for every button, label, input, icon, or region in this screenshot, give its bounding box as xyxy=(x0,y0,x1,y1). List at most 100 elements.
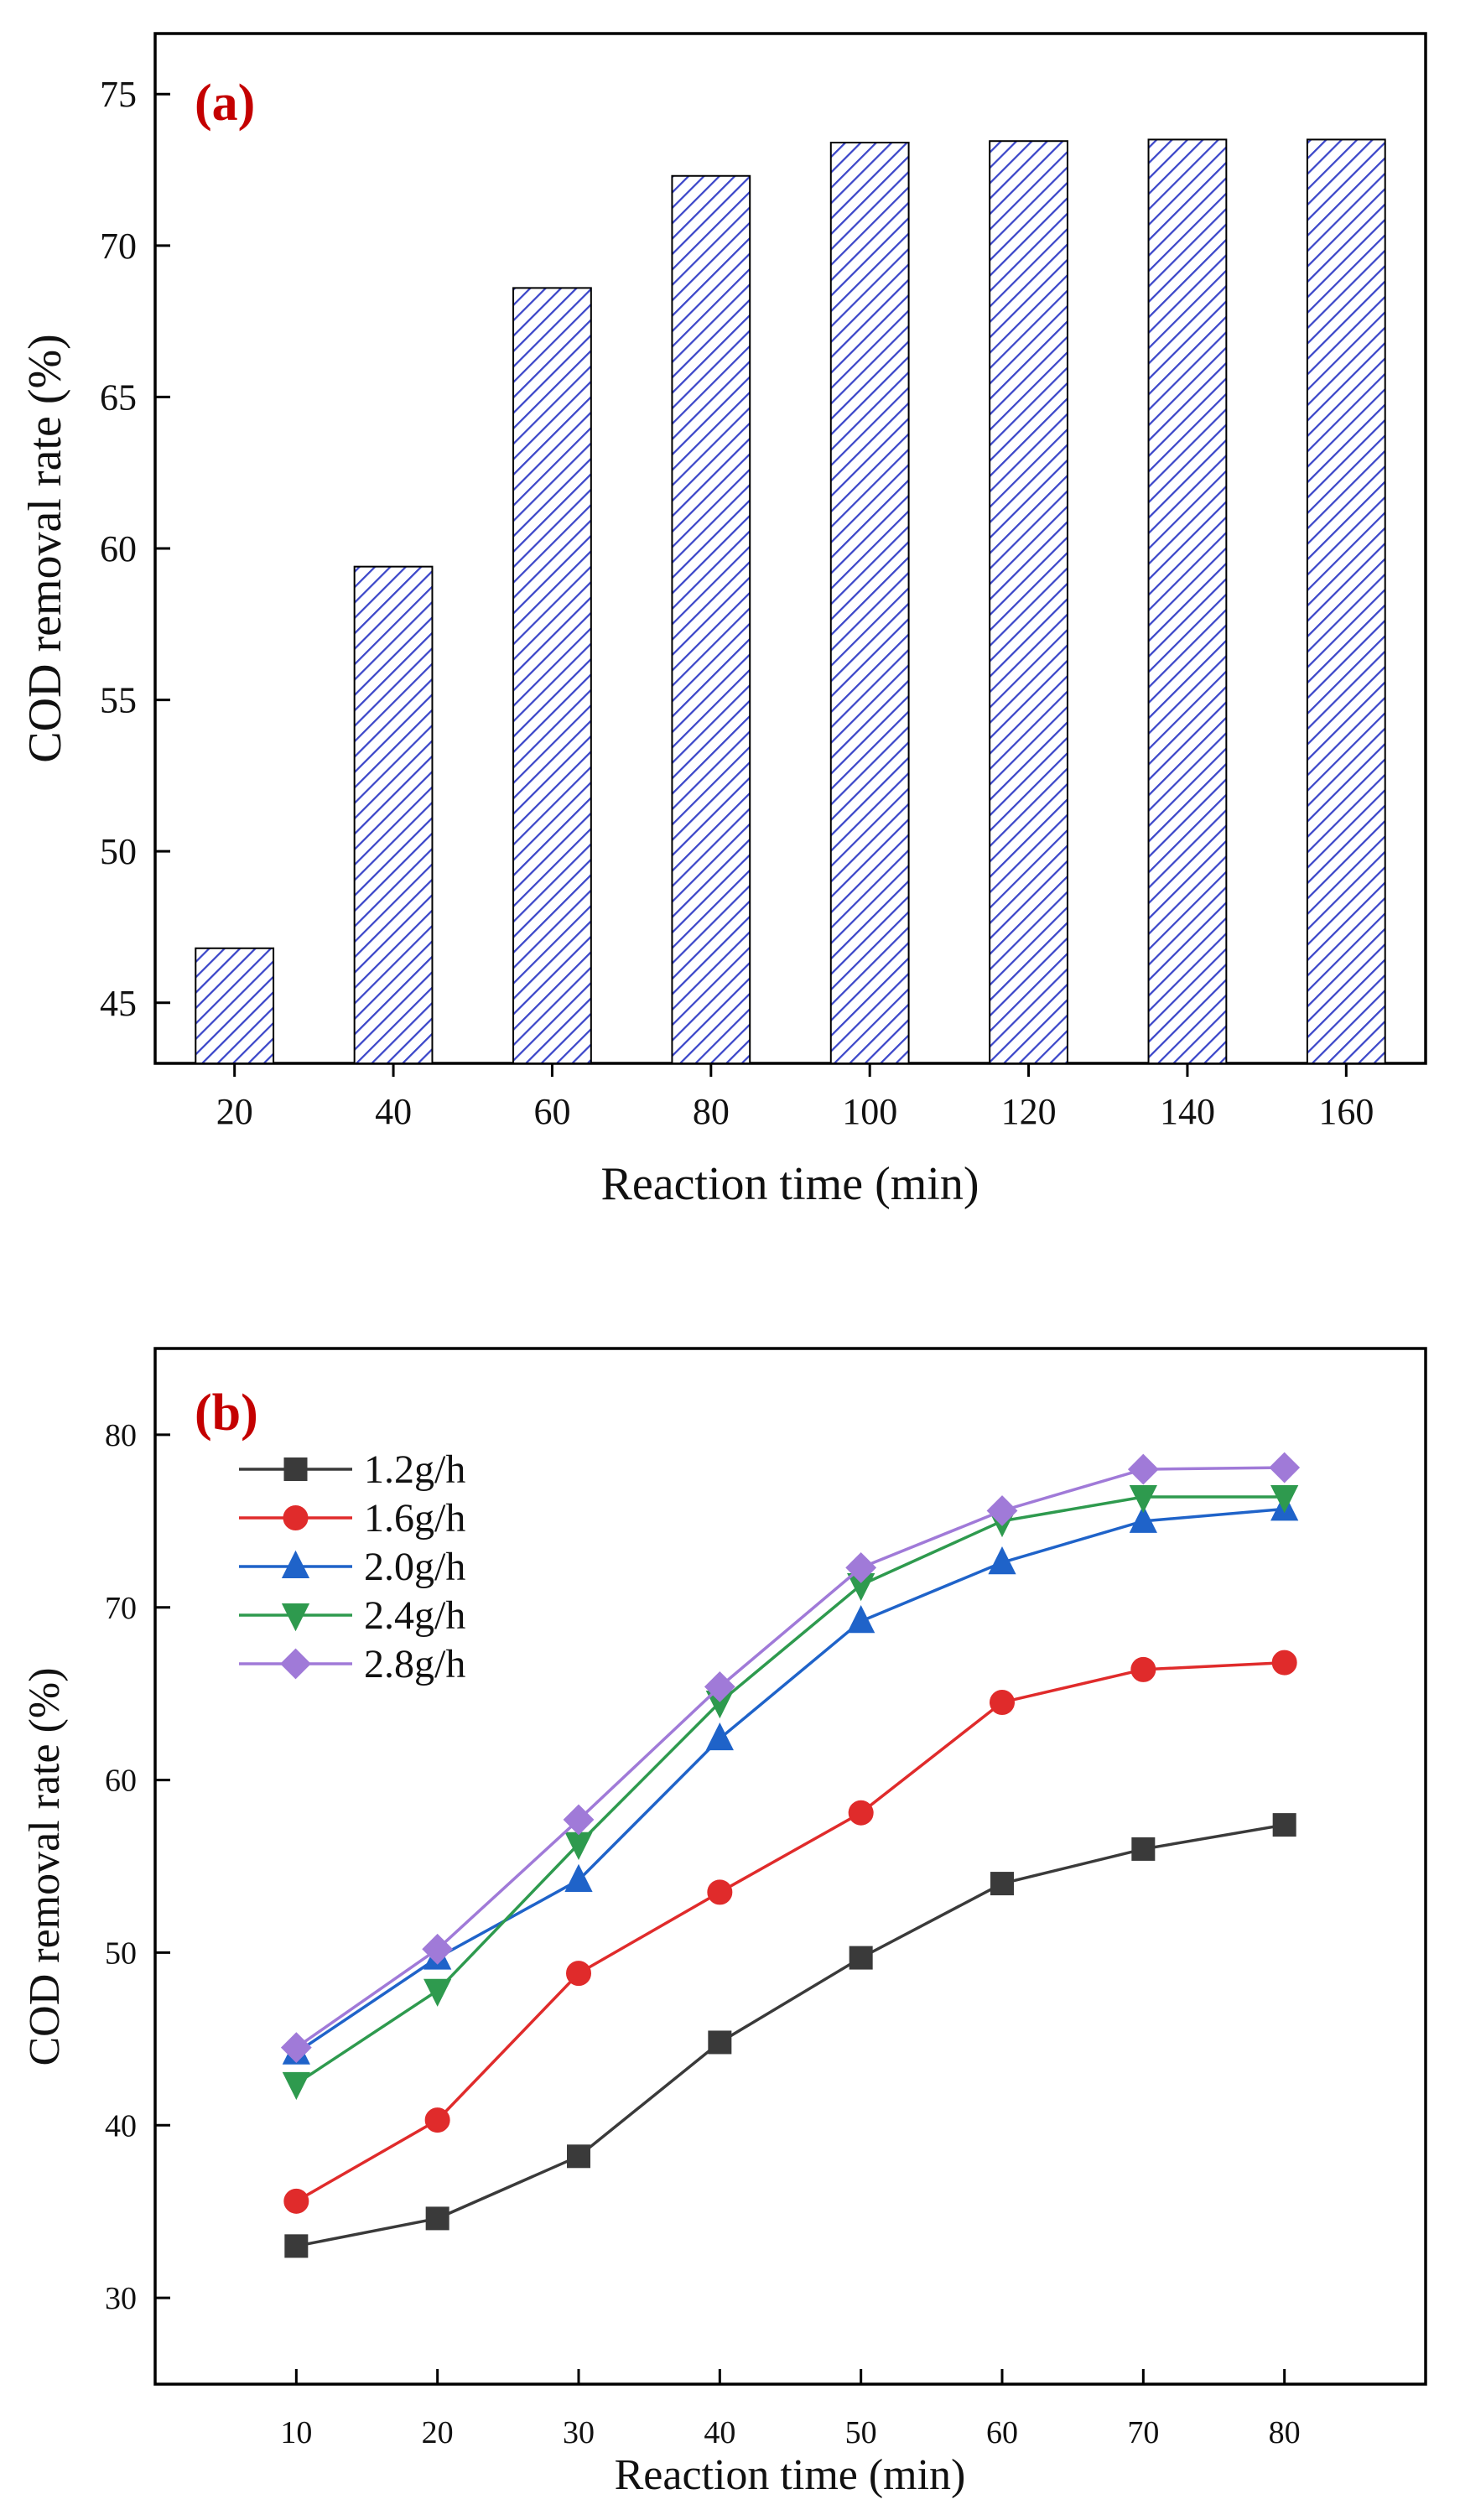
x-tick-label: 80 xyxy=(1269,2415,1301,2450)
legend-label: 1.2g/h xyxy=(364,1447,465,1492)
legend-item: 1.2g/h xyxy=(239,1447,465,1492)
x-axis-ticks: 10 20 30 40 50 60 70 80 xyxy=(280,2369,1301,2450)
x-tick-label: 60 xyxy=(986,2415,1018,2450)
y-tick-label: 60 xyxy=(100,528,137,569)
data-point xyxy=(423,1978,452,2007)
panel-label: (b) xyxy=(195,1385,258,1442)
bar-20 xyxy=(195,947,275,1064)
legend-marker xyxy=(283,1457,308,1481)
data-point xyxy=(988,1546,1016,1575)
x-tick-label: 60 xyxy=(533,1091,570,1132)
y-axis-ticks: 30 40 50 60 70 80 xyxy=(105,1418,170,2316)
x-tick-label: 20 xyxy=(422,2415,454,2450)
x-tick-label: 160 xyxy=(1318,1091,1374,1132)
y-tick-label: 50 xyxy=(105,1935,137,1971)
legend-label: 1.6g/h xyxy=(364,1496,465,1541)
y-axis-ticks: 45 50 55 60 65 70 75 xyxy=(100,74,170,1024)
y-tick-label: 45 xyxy=(100,983,137,1024)
data-point xyxy=(708,2030,732,2055)
data-point xyxy=(282,2071,310,2101)
legend-label: 2.4g/h xyxy=(364,1593,465,1638)
series-1.2g/h xyxy=(284,1813,1296,2258)
x-tick-label: 70 xyxy=(1127,2415,1159,2450)
series-2.8g/h xyxy=(280,1452,1301,2064)
y-tick-label: 70 xyxy=(100,226,137,267)
legend-marker xyxy=(280,1648,311,1680)
legend-label: 2.0g/h xyxy=(364,1545,465,1589)
y-tick-label: 65 xyxy=(100,377,137,418)
series-line xyxy=(295,1466,1285,2050)
x-tick-label: 10 xyxy=(280,2415,312,2450)
line-series xyxy=(280,1452,1301,2258)
y-axis-title: COD removal rate (%) xyxy=(21,1667,69,2065)
data-point xyxy=(849,1946,873,1970)
y-tick-label: 60 xyxy=(105,1764,137,1799)
legend-marker xyxy=(281,1603,310,1632)
legend: 1.2g/h1.6g/h2.0g/h2.4g/h2.8g/h xyxy=(239,1447,465,1686)
data-point xyxy=(1130,1656,1156,1682)
bar-140 xyxy=(1147,138,1228,1065)
bar-series xyxy=(195,138,1386,1065)
x-tick-label: 140 xyxy=(1160,1091,1215,1132)
data-point xyxy=(1131,1837,1156,1861)
series-line xyxy=(295,1507,1285,2055)
legend-marker xyxy=(283,1505,309,1530)
series-line xyxy=(295,1660,1285,2203)
x-tick-label: 50 xyxy=(845,2415,877,2450)
series-line xyxy=(295,1495,1285,2086)
data-point xyxy=(280,2032,312,2064)
data-point xyxy=(425,2206,449,2231)
data-point xyxy=(848,1800,874,1826)
data-point xyxy=(1129,1485,1157,1514)
legend-item: 2.0g/h xyxy=(239,1545,465,1589)
x-tick-label: 40 xyxy=(704,2415,735,2450)
data-point xyxy=(1129,1504,1157,1533)
data-point xyxy=(283,2188,309,2214)
data-point xyxy=(847,1604,875,1634)
data-point xyxy=(986,1495,1018,1526)
y-axis-title: COD removal rate (%) xyxy=(19,334,71,763)
data-point xyxy=(845,1551,877,1583)
x-axis-ticks: 20 40 60 80 100 120 140 160 xyxy=(216,1063,1374,1132)
data-point xyxy=(284,2234,309,2258)
x-tick-label: 30 xyxy=(563,2415,595,2450)
data-point xyxy=(1269,1452,1301,1483)
x-tick-label: 80 xyxy=(693,1091,730,1132)
data-point xyxy=(990,1689,1015,1715)
legend-item: 2.4g/h xyxy=(239,1593,465,1638)
y-tick-label: 40 xyxy=(105,2108,137,2143)
x-axis-title: Reaction time (min) xyxy=(615,2451,966,2499)
bar-100 xyxy=(829,142,910,1064)
data-point xyxy=(1271,1650,1297,1676)
data-point xyxy=(563,1804,595,1836)
data-point xyxy=(422,1933,454,1965)
y-tick-label: 80 xyxy=(105,1418,137,1453)
panel-label: (a) xyxy=(195,75,255,132)
plot-frame xyxy=(153,1347,1427,2386)
data-point xyxy=(705,1722,734,1751)
legend-item: 1.6g/h xyxy=(239,1496,465,1541)
y-tick-label: 75 xyxy=(100,74,137,115)
data-point xyxy=(566,1961,591,1987)
x-axis-title: Reaction time (min) xyxy=(601,1158,979,1210)
y-tick-label: 70 xyxy=(105,1591,137,1626)
data-point xyxy=(1127,1453,1159,1485)
bar-40 xyxy=(353,565,434,1064)
y-tick-label: 30 xyxy=(105,2281,137,2316)
data-point xyxy=(704,1671,735,1702)
data-point xyxy=(424,2107,450,2133)
data-point xyxy=(1272,1813,1296,1837)
bar-160 xyxy=(1306,138,1386,1065)
data-point xyxy=(567,2144,590,2169)
y-tick-label: 50 xyxy=(100,831,137,872)
panel-b-line-chart: (b) 1.2g/h1.6g/h2.0g/h2.4g/h2.8g/h 30 40 5… xyxy=(21,1347,1427,2499)
bar-80 xyxy=(671,174,751,1065)
x-tick-label: 40 xyxy=(375,1091,412,1132)
legend-item: 2.8g/h xyxy=(239,1642,465,1686)
legend-label: 2.8g/h xyxy=(364,1642,465,1686)
bar-120 xyxy=(989,140,1068,1064)
y-tick-label: 55 xyxy=(100,680,137,721)
data-point xyxy=(1270,1485,1299,1514)
